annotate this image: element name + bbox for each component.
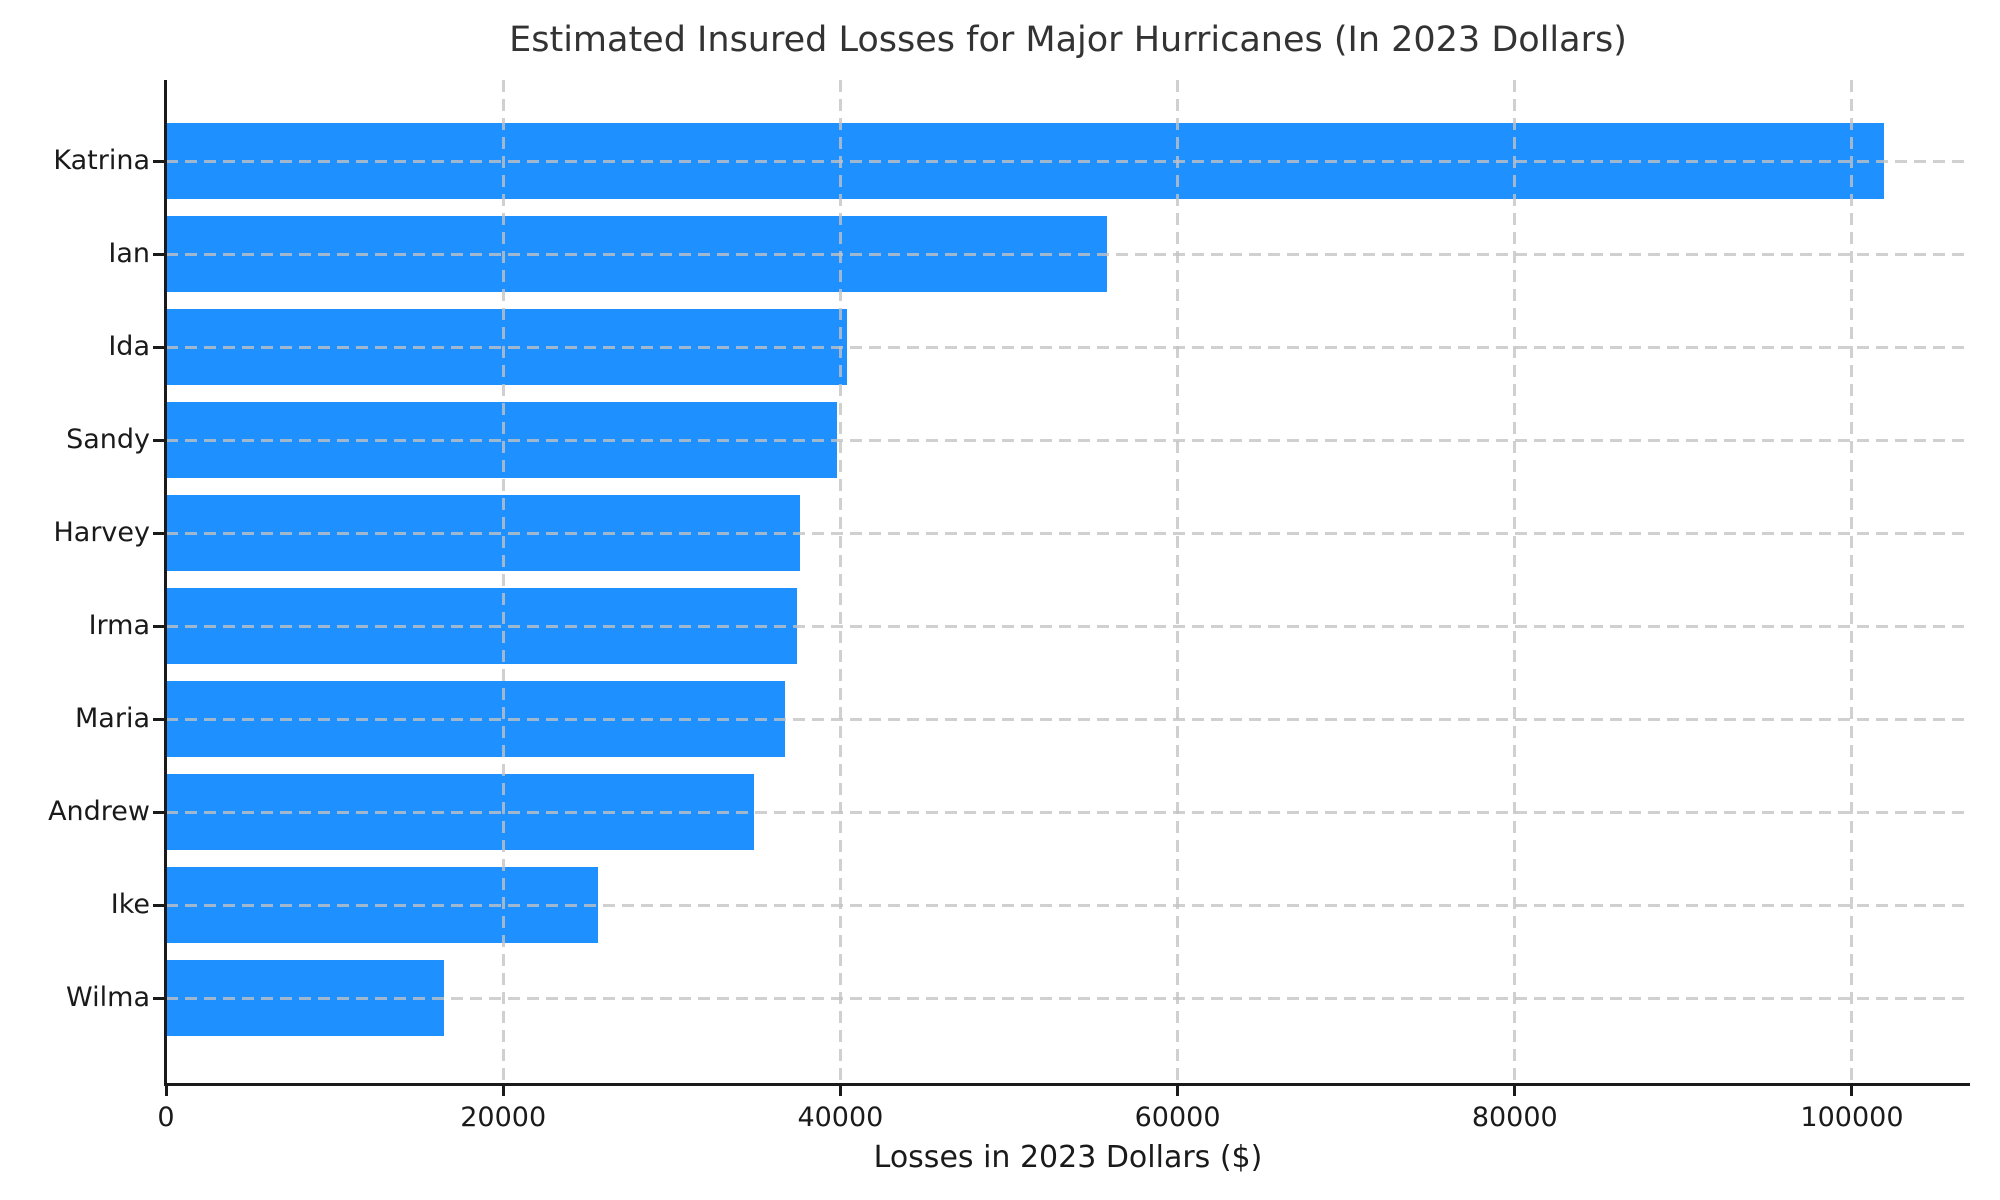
gridline-horizontal bbox=[166, 345, 1970, 349]
x-tick-label-80000: 80000 bbox=[1471, 1102, 1558, 1133]
y-tick-mark bbox=[153, 438, 164, 442]
y-tick-label-ida: Ida bbox=[108, 331, 150, 362]
gridline-horizontal bbox=[166, 252, 1970, 256]
gridline-vertical bbox=[1513, 80, 1517, 1083]
gridline-vertical bbox=[501, 80, 505, 1083]
x-tick-mark bbox=[838, 1086, 842, 1096]
y-tick-label-maria: Maria bbox=[75, 703, 150, 734]
y-tick-mark bbox=[153, 252, 164, 256]
x-tick-label-0: 0 bbox=[157, 1102, 175, 1133]
gridline-vertical bbox=[1176, 80, 1180, 1083]
x-tick-label-60000: 60000 bbox=[1134, 1102, 1221, 1133]
y-tick-mark bbox=[153, 810, 164, 814]
y-axis-spine bbox=[164, 80, 167, 1086]
y-tick-mark bbox=[153, 903, 164, 907]
gridline-vertical bbox=[838, 80, 842, 1083]
y-tick-mark bbox=[153, 624, 164, 628]
x-tick-mark bbox=[1513, 1086, 1517, 1096]
y-tick-label-katrina: Katrina bbox=[53, 145, 150, 176]
x-tick-label-40000: 40000 bbox=[797, 1102, 884, 1133]
y-tick-label-harvey: Harvey bbox=[53, 517, 150, 548]
x-tick-label-100000: 100000 bbox=[1800, 1102, 1904, 1133]
gridline-horizontal bbox=[166, 438, 1970, 442]
y-tick-label-ike: Ike bbox=[110, 889, 150, 920]
x-tick-mark bbox=[501, 1086, 505, 1096]
gridline-horizontal bbox=[166, 159, 1970, 163]
y-tick-mark bbox=[153, 345, 164, 349]
gridline-horizontal bbox=[166, 810, 1970, 814]
x-tick-mark bbox=[1176, 1086, 1180, 1096]
gridline-vertical bbox=[1850, 80, 1854, 1083]
gridline-horizontal bbox=[166, 624, 1970, 628]
y-tick-label-ian: Ian bbox=[108, 238, 150, 269]
y-tick-label-sandy: Sandy bbox=[66, 424, 150, 455]
gridline-horizontal bbox=[166, 903, 1970, 907]
gridline-horizontal bbox=[166, 531, 1970, 535]
x-tick-label-20000: 20000 bbox=[460, 1102, 547, 1133]
x-tick-mark bbox=[1850, 1086, 1854, 1096]
y-tick-label-irma: Irma bbox=[88, 610, 150, 641]
y-tick-label-andrew: Andrew bbox=[48, 796, 150, 827]
chart-title: Estimated Insured Losses for Major Hurri… bbox=[509, 20, 1627, 60]
x-axis-label: Losses in 2023 Dollars ($) bbox=[873, 1140, 1263, 1175]
y-tick-mark bbox=[153, 996, 164, 1000]
x-axis-spine bbox=[164, 1083, 1970, 1086]
y-tick-mark bbox=[153, 717, 164, 721]
y-tick-mark bbox=[153, 159, 164, 163]
y-tick-label-wilma: Wilma bbox=[66, 982, 150, 1013]
y-tick-mark bbox=[153, 531, 164, 535]
gridline-horizontal bbox=[166, 717, 1970, 721]
x-tick-mark bbox=[164, 1086, 168, 1096]
gridline-horizontal bbox=[166, 996, 1970, 1000]
